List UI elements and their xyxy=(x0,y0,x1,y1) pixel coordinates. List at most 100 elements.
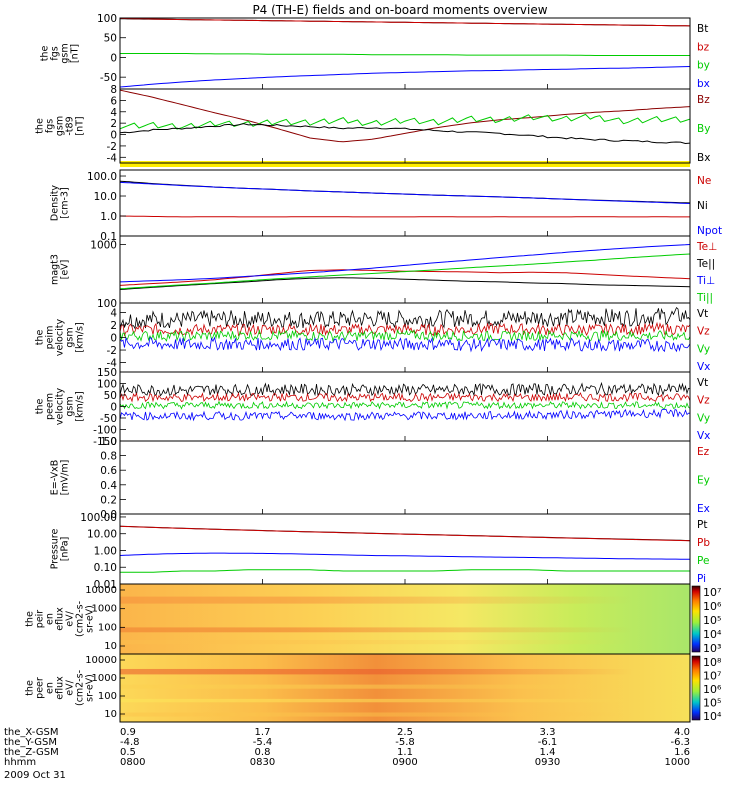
colorbar-label: 10⁶ xyxy=(703,683,722,696)
ytick-label: 0.2 xyxy=(100,494,117,506)
ylabel-line: eflux xyxy=(55,676,66,700)
plot-area-density xyxy=(120,180,690,218)
series-line-Vz xyxy=(120,391,690,403)
series-line-by xyxy=(120,53,690,56)
xaxis-row-value: 2.5 xyxy=(397,727,413,738)
yellow-status-strip xyxy=(120,161,690,167)
legend-bx: bx xyxy=(697,78,710,90)
panel-frame xyxy=(119,235,691,304)
xaxis-row-value: 1.1 xyxy=(397,747,413,758)
panel-peir-energy-flux: the peir en eflux eV/(cm2-s-sr-eV)10⁷10⁶10⁵1… xyxy=(25,583,722,655)
xaxis-date: 2009 Oct 31 xyxy=(4,770,66,781)
legend-Vy: Vy xyxy=(697,412,710,424)
xaxis-row-label: hhmm xyxy=(4,757,36,768)
panel-frame xyxy=(119,302,691,373)
ytick-label: 0.6 xyxy=(100,465,117,477)
ytick-label: 10 xyxy=(104,709,117,720)
xaxis-row-value: 0800 xyxy=(120,757,145,768)
ytick-label: 100 xyxy=(97,13,117,25)
ylabel-line: peer xyxy=(35,677,46,699)
series-line-Bz xyxy=(120,89,690,143)
xaxis-row-value: 0930 xyxy=(535,757,560,768)
xaxis-row-label: the_Y-GSM xyxy=(4,737,57,748)
ylabel-peir-energy-flux: the peir en eflux eV/(cm2-s-sr-eV) xyxy=(25,601,96,637)
xaxis-row-value: -6.3 xyxy=(670,737,690,748)
legend-Vz: Vz xyxy=(697,395,710,407)
legend-Te⊥: Te⊥ xyxy=(696,241,717,253)
legend-Ez: Ez xyxy=(697,446,710,458)
ytick-label: 0.01 xyxy=(94,579,117,591)
legend-Ey: Ey xyxy=(697,475,710,487)
ytick-label: -2 xyxy=(107,345,117,357)
ylabel-line: velocity xyxy=(55,388,66,426)
legend-Ti||: Ti|| xyxy=(696,292,713,304)
figure-title: P4 (TH-E) fields and on-board moments ov… xyxy=(252,3,547,17)
series-line-Pe xyxy=(120,569,690,573)
ytick-label: 1.0 xyxy=(100,436,117,448)
plot-area-peem-velocity xyxy=(120,381,690,422)
spectrogram-band xyxy=(120,627,690,633)
ytick-label: 0 xyxy=(110,402,117,414)
ylabel-fgs-gsm: the fgs gsm [nT] xyxy=(40,43,81,63)
ytick-label: 0.4 xyxy=(100,480,117,492)
series-line-Vx xyxy=(120,408,690,422)
ylabel-line: the xyxy=(25,680,36,696)
ylabel-line: the xyxy=(35,118,46,134)
spectrogram-band xyxy=(120,640,690,645)
ytick-label: 0.10 xyxy=(94,562,117,574)
xaxis-row-value: 4.0 xyxy=(674,727,690,738)
ytick-label: 100 xyxy=(97,298,117,310)
legend-Pb: Pb xyxy=(697,537,710,549)
colorbar-label: 10³ xyxy=(703,642,721,655)
ylabel-fgs-gsm-t89: the fgs gsm -t89 [nT] xyxy=(35,116,86,136)
ytick-label: 1.00 xyxy=(94,545,117,557)
ytick-label: -100 xyxy=(93,425,117,437)
ylabel-peer-energy-flux: the peer en eflux eV/(cm2-s-sr-eV) xyxy=(25,670,96,706)
ytick-label: 2 xyxy=(110,320,117,332)
series-line-Ti|| xyxy=(120,253,690,290)
ytick-label: 4 xyxy=(110,107,117,119)
legend-Te||: Te|| xyxy=(696,258,715,270)
ytick-label: 50 xyxy=(104,390,117,402)
xaxis-row-value: 1.4 xyxy=(540,747,556,758)
xaxis-row-label: the_Z-GSM xyxy=(4,747,59,758)
ytick-label: -50 xyxy=(100,413,117,425)
ytick-label: 1.0 xyxy=(100,211,117,223)
ylabel-line: gsm xyxy=(65,327,76,347)
panel-frame xyxy=(119,88,691,164)
ylabel-line: magt3 xyxy=(50,254,61,285)
xaxis-row-value: 0830 xyxy=(250,757,275,768)
xaxis-row-value: 0900 xyxy=(392,757,417,768)
ylabel-magt3: magt3 [eV] xyxy=(50,254,71,285)
ylabel-line: the xyxy=(35,399,46,415)
series-line-bx xyxy=(120,66,690,88)
legend-bz: bz xyxy=(697,41,710,53)
ytick-label: 100 xyxy=(98,622,117,633)
series-line-Ti⊥ xyxy=(120,244,690,283)
ylabel-line: [nT] xyxy=(70,44,81,63)
ytick-label: 2 xyxy=(110,118,117,130)
series-line-Pi xyxy=(120,552,690,560)
ylabel-line: velocity xyxy=(55,319,66,357)
ytick-label: -150 xyxy=(93,436,117,448)
ylabel-line: peem xyxy=(45,393,56,420)
panel-magt3: magt3 [eV] 1000 100 Te⊥ Te|| Ti⊥ Ti|| xyxy=(50,235,717,310)
ytick-label: 0.8 xyxy=(100,451,117,463)
spectrogram-band xyxy=(120,596,690,604)
ytick-label: -50 xyxy=(100,72,117,84)
series-line-Vt xyxy=(120,381,690,397)
legend-Vz: Vz xyxy=(697,326,710,338)
ylabel-line: [nT] xyxy=(75,116,86,135)
ylabel-line: en xyxy=(45,682,56,694)
ytick-label: 10 xyxy=(104,641,117,652)
colorbar-label: 10⁷ xyxy=(703,586,721,599)
ylabel-line: en xyxy=(45,613,56,625)
xaxis-row-value: -5.4 xyxy=(253,737,273,748)
colorbar-label: 10⁴ xyxy=(703,628,722,641)
series-line-Ne xyxy=(120,215,690,218)
ytick-label: 0.0 xyxy=(100,509,117,521)
ytick-label: 100 xyxy=(98,691,117,702)
xaxis-row-value: 0.8 xyxy=(255,747,271,758)
